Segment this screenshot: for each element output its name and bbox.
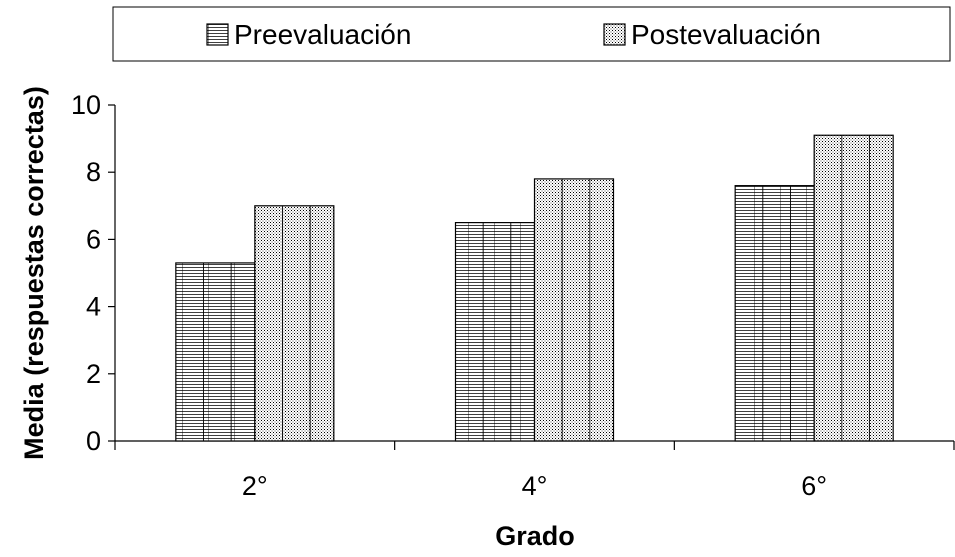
y-axis-title: Media (respuestas correctas) [19,86,49,460]
legend-label-preevaluacion: Preevaluación [234,19,411,50]
x-tick-label: 4° [522,471,548,501]
y-tick-label: 8 [86,157,101,187]
y-tick-label: 4 [86,292,101,322]
y-tick-label: 10 [71,90,101,120]
bar-postevaluacion-2 [813,134,894,442]
x-axis-title: Grado [495,521,575,551]
bar-preevaluacion-0 [175,262,256,442]
bar-preevaluacion-1 [454,222,536,442]
x-tick-label: 2° [242,471,268,501]
y-tick-label: 6 [86,224,101,254]
legend-swatch-postevaluacion [603,23,626,46]
y-tick-label: 2 [86,359,101,389]
bar-postevaluacion-0 [254,205,335,442]
legend-label-postevaluacion: Postevaluación [631,19,821,50]
bar-preevaluacion-2 [734,185,815,442]
legend-frame [112,6,951,62]
legend: Preevaluación Postevaluación [112,6,951,62]
plot-area: 0 2 4 6 8 10 2° 4° 6° [71,90,955,501]
y-tick-label: 0 [86,426,101,456]
legend-swatch-preevaluacion [206,23,229,46]
x-tick-label: 6° [801,471,827,501]
bar-postevaluacion-1 [533,178,615,442]
